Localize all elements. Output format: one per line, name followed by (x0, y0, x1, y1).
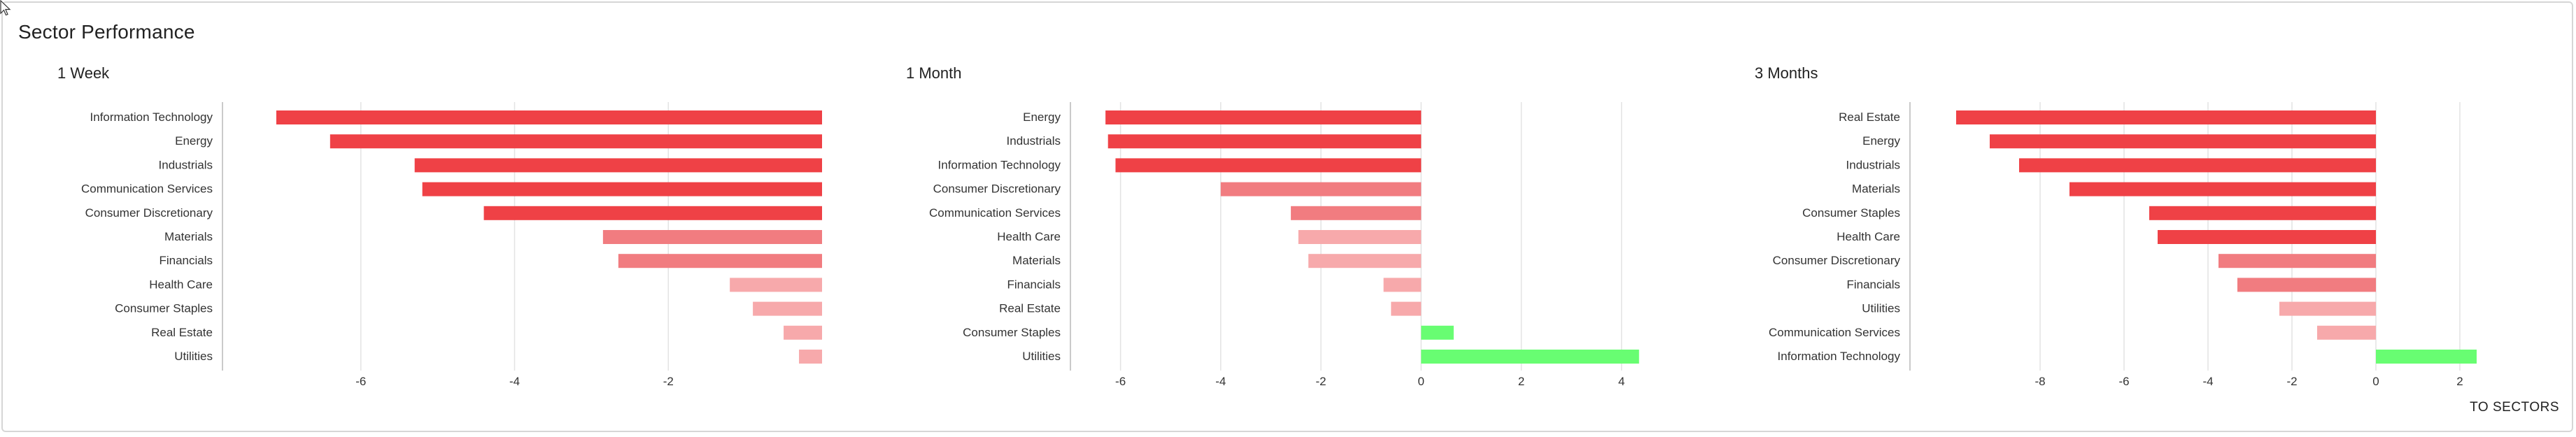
bar (730, 278, 822, 292)
x-tick-label: -4 (509, 375, 520, 388)
bar (1956, 110, 2376, 124)
bar (2019, 158, 2376, 173)
category-label: Financials (159, 254, 213, 267)
bar (414, 158, 822, 173)
mouse-pointer-icon (0, 0, 11, 16)
bar (1391, 301, 1422, 316)
bar (1421, 325, 1454, 340)
x-tick-label: -2 (2286, 375, 2297, 388)
category-label: Consumer Discretionary (1773, 254, 1901, 267)
bar (330, 134, 822, 149)
category-label: Real Estate (1839, 110, 1900, 124)
category-label: Communication Services (81, 182, 213, 196)
category-label: Consumer Staples (963, 326, 1061, 339)
x-tick-label: 0 (1418, 375, 1424, 388)
bar (2376, 350, 2477, 364)
category-label: Industrials (1007, 134, 1061, 148)
category-label: Consumer Discretionary (933, 182, 1061, 196)
bar (2158, 230, 2376, 244)
to-sectors-link[interactable]: TO SECTORS (2470, 400, 2559, 415)
x-tick-label: -2 (1315, 375, 1326, 388)
x-tick-label: -8 (2034, 375, 2045, 388)
x-tick-label: 2 (1518, 375, 1524, 388)
category-label: Materials (1012, 254, 1061, 267)
bar (2317, 325, 2376, 340)
bar (1298, 230, 1422, 244)
x-tick-label: 2 (2456, 375, 2463, 388)
x-tick-label: -6 (1115, 375, 1126, 388)
category-label: Financials (1007, 278, 1061, 291)
bar (2149, 206, 2376, 220)
category-label: Materials (164, 230, 213, 243)
x-tick-label: -4 (1215, 375, 1226, 388)
x-tick-label: -6 (2118, 375, 2129, 388)
bar (1115, 158, 1422, 173)
bar (2237, 278, 2376, 292)
bar (483, 206, 822, 220)
category-label: Information Technology (938, 158, 1061, 171)
x-tick-label: 0 (2372, 375, 2379, 388)
bar (2279, 301, 2376, 316)
chart-title: 1 Week (57, 64, 110, 82)
bar (1105, 110, 1422, 124)
category-label: Communication Services (929, 206, 1061, 220)
bar (602, 230, 822, 244)
category-label: Utilities (1022, 350, 1061, 363)
bar (1383, 278, 1422, 292)
chart-title: 3 Months (1755, 64, 1818, 82)
x-tick-label: -2 (663, 375, 674, 388)
bar (1990, 134, 2376, 149)
bar (799, 350, 822, 364)
category-label: Utilities (1862, 302, 1900, 315)
category-label: Real Estate (999, 302, 1061, 315)
category-label: Consumer Discretionary (85, 206, 213, 220)
category-label: Energy (1023, 110, 1061, 124)
page-title: Sector Performance (18, 21, 195, 43)
category-label: Health Care (1837, 230, 1900, 243)
category-label: Consumer Staples (115, 302, 213, 315)
bar (1107, 134, 1422, 149)
bar (1308, 254, 1422, 268)
category-label: Industrials (1846, 158, 1900, 171)
category-label: Utilities (174, 350, 213, 363)
bar (2218, 254, 2376, 268)
x-tick-label: -4 (2202, 375, 2213, 388)
category-label: Health Care (997, 230, 1061, 243)
bar (1220, 182, 1422, 196)
category-label: Health Care (149, 278, 213, 291)
category-label: Consumer Staples (1802, 206, 1900, 220)
category-label: Financials (1846, 278, 1900, 291)
bar (618, 254, 822, 268)
bar (422, 182, 822, 196)
category-label: Communication Services (1769, 326, 1900, 339)
category-label: Information Technology (90, 110, 213, 124)
category-label: Energy (1862, 134, 1900, 148)
category-label: Industrials (159, 158, 213, 171)
bar (1421, 350, 1639, 364)
chart-title: 1 Month (906, 64, 962, 82)
category-label: Energy (175, 134, 213, 148)
bar (2069, 182, 2376, 196)
category-label: Real Estate (151, 326, 213, 339)
category-label: Materials (1852, 182, 1900, 196)
x-tick-label: 4 (1618, 375, 1625, 388)
bar (753, 301, 822, 316)
category-label: Information Technology (1778, 350, 1901, 363)
bar (1291, 206, 1422, 220)
bar (276, 110, 822, 124)
x-tick-label: -6 (355, 375, 366, 388)
bar (784, 325, 822, 340)
